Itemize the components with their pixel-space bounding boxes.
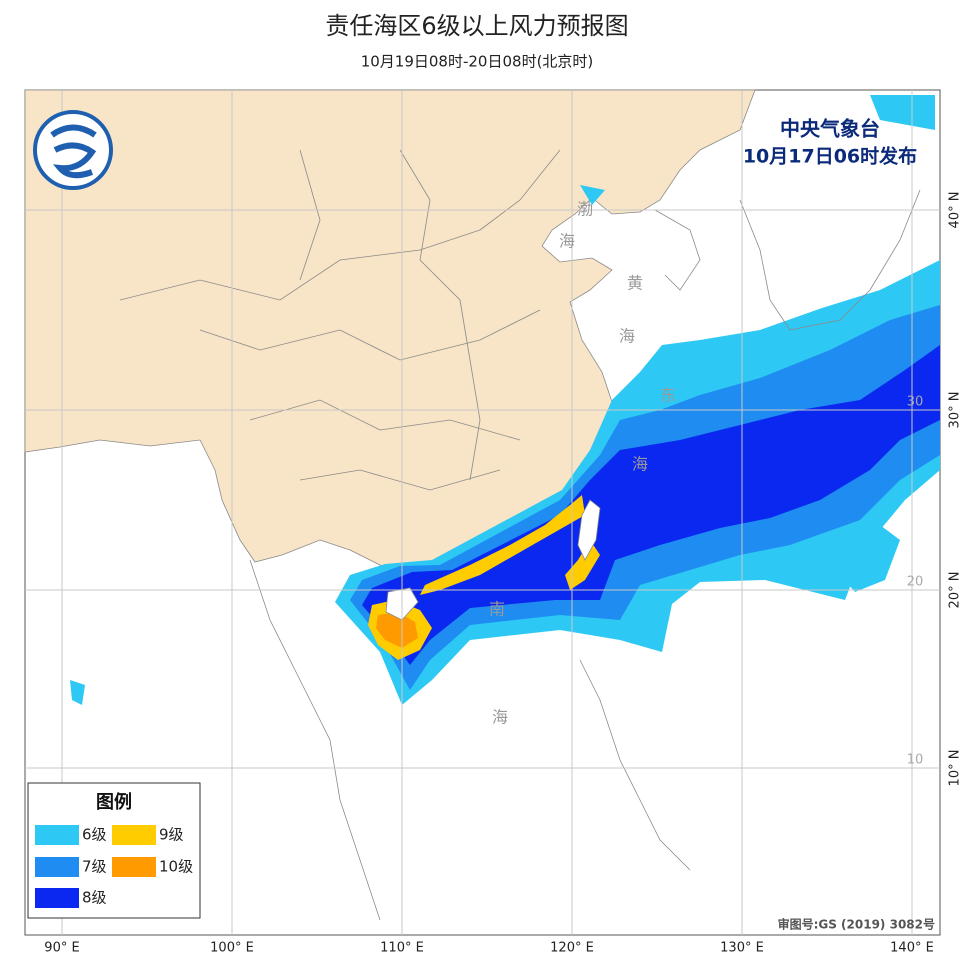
longitude-label: 120° E <box>550 941 594 956</box>
legend-label: 10级 <box>159 858 193 876</box>
longitude-label: 110° E <box>380 941 424 956</box>
province-borders <box>119 149 561 491</box>
logo <box>33 110 113 190</box>
wind-zone-10 <box>376 612 418 648</box>
sea-label: 黄 <box>627 274 643 293</box>
subtitle: 10月19日08时-20日08时(北京时) <box>361 53 594 71</box>
legend-swatch <box>112 825 156 845</box>
latitude-label: 30° N <box>948 392 963 429</box>
inner-latitude-label: 20 <box>907 575 924 590</box>
sea-label: 海 <box>559 232 575 251</box>
longitude-label: 130° E <box>720 941 764 956</box>
legend-swatch <box>35 888 79 908</box>
legend-swatch <box>35 857 79 877</box>
wind-zone-8 <box>362 345 940 665</box>
legend-items: 6级 9级 7级 10级 8级 <box>35 825 193 908</box>
latitude-label: 10° N <box>948 750 963 787</box>
title: 责任海区6级以上风力预报图 <box>325 12 628 40</box>
sea-label: 渤 <box>577 200 593 219</box>
legend-label: 8级 <box>82 889 107 907</box>
longitude-label: 140° E <box>890 941 934 956</box>
longitude-label: 100° E <box>210 941 254 956</box>
inner-latitude-label: 30 <box>907 395 924 410</box>
sea-label: 东 <box>660 386 676 405</box>
logo-mark <box>50 124 97 179</box>
labels: 90° E 100° E 110° E 120° E 130° E 140° E 40° N… <box>44 192 962 956</box>
latitude-label: 40° N <box>948 192 963 229</box>
islands <box>385 499 601 621</box>
longitude-label: 90° E <box>44 941 79 956</box>
legend-label: 6级 <box>82 826 107 844</box>
inner-latitude-label: 10 <box>907 753 924 768</box>
footnote: 审图号:GS (2019) 3082号 <box>778 917 935 932</box>
legend-swatch <box>112 857 156 877</box>
legend: 图例 6级 9级 7级 10级 8级 <box>27 782 201 919</box>
sea-label: 海 <box>632 455 648 474</box>
agency: 中央气象台 <box>780 117 880 141</box>
graticule <box>25 90 940 935</box>
sea-label: 海 <box>492 708 508 727</box>
legend-swatch <box>35 825 79 845</box>
legend-label: 7级 <box>82 858 107 876</box>
sea-label: 南 <box>489 600 505 619</box>
legend-title: 图例 <box>96 791 132 813</box>
wind-zone-9 <box>368 495 600 660</box>
issue-time: 10月17日06时发布 <box>743 145 917 168</box>
legend-label: 9级 <box>159 826 184 844</box>
coastlines <box>249 189 921 921</box>
latitude-label: 20° N <box>948 572 963 609</box>
sea-label: 海 <box>619 327 635 346</box>
